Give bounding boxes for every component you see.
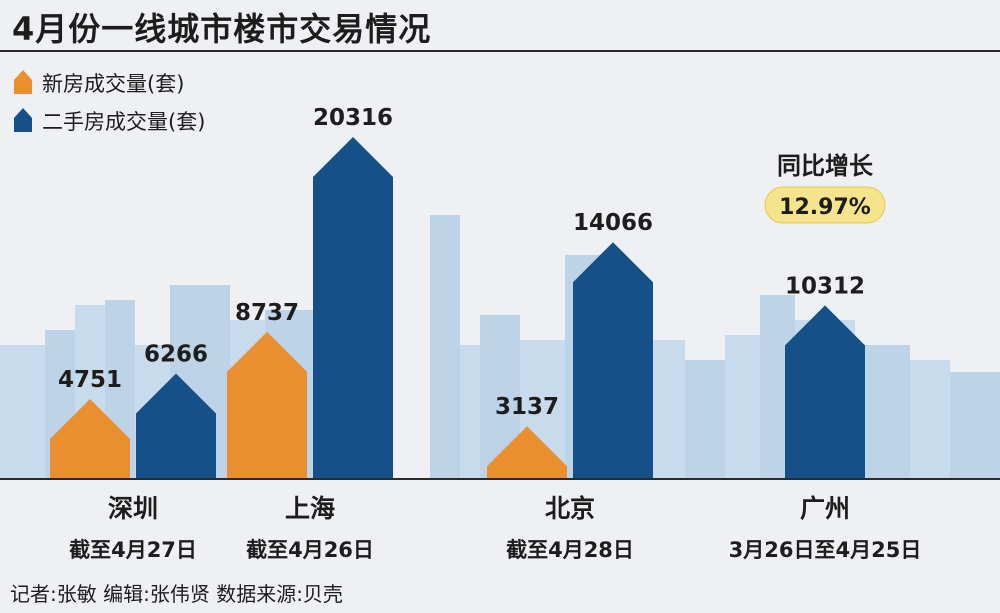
category-label: 深圳 [108, 494, 158, 523]
data-label: 20316 [313, 105, 393, 131]
legend-label: 二手房成交量(套) [42, 110, 205, 134]
date-range-label: 截至4月27日 [69, 538, 197, 562]
legend-swatch [14, 108, 32, 132]
bar [487, 426, 567, 479]
annotation-pill [764, 186, 886, 224]
data-label: 6266 [144, 342, 208, 368]
title-divider [0, 50, 1000, 52]
date-range-label: 截至4月26日 [246, 538, 374, 562]
data-label: 8737 [235, 300, 299, 326]
page-title: 4月份一线城市楼市交易情况 [12, 10, 432, 48]
bar [573, 242, 653, 479]
growth-annotation: 同比增长 12.97% [764, 152, 886, 224]
skyline-building [910, 360, 950, 479]
data-label: 3137 [495, 394, 559, 420]
legend: 新房成交量(套) 二手房成交量(套) [14, 70, 205, 134]
data-label: 14066 [573, 210, 653, 236]
skyline-building [950, 372, 1000, 479]
data-label: 10312 [785, 273, 865, 299]
date-range-label: 3月26日至4月25日 [729, 538, 922, 562]
date-range-label: 截至4月28日 [506, 538, 634, 562]
legend-swatch [14, 70, 32, 94]
category-label: 上海 [285, 494, 335, 523]
bar [227, 331, 307, 479]
data-label: 4751 [58, 367, 122, 393]
bar [50, 399, 130, 479]
skyline-building [0, 345, 45, 479]
category-label: 广州 [800, 494, 850, 523]
annotation-label: 同比增长 [777, 152, 874, 180]
skyline-building [725, 335, 760, 479]
legend-label: 新房成交量(套) [42, 72, 184, 96]
footer-credit: 记者:张敏 编辑:张伟贤 数据来源:贝壳 [10, 582, 343, 606]
skyline-building [430, 215, 460, 479]
bar [785, 305, 865, 479]
annotation-value: 12.97% [779, 195, 871, 220]
chart-bars: 4751 6266 8737 20316 3137 14066 10312 [50, 105, 865, 479]
bar [136, 373, 216, 479]
skyline-building [685, 360, 725, 479]
bar [313, 137, 393, 479]
category-label: 北京 [545, 494, 595, 523]
